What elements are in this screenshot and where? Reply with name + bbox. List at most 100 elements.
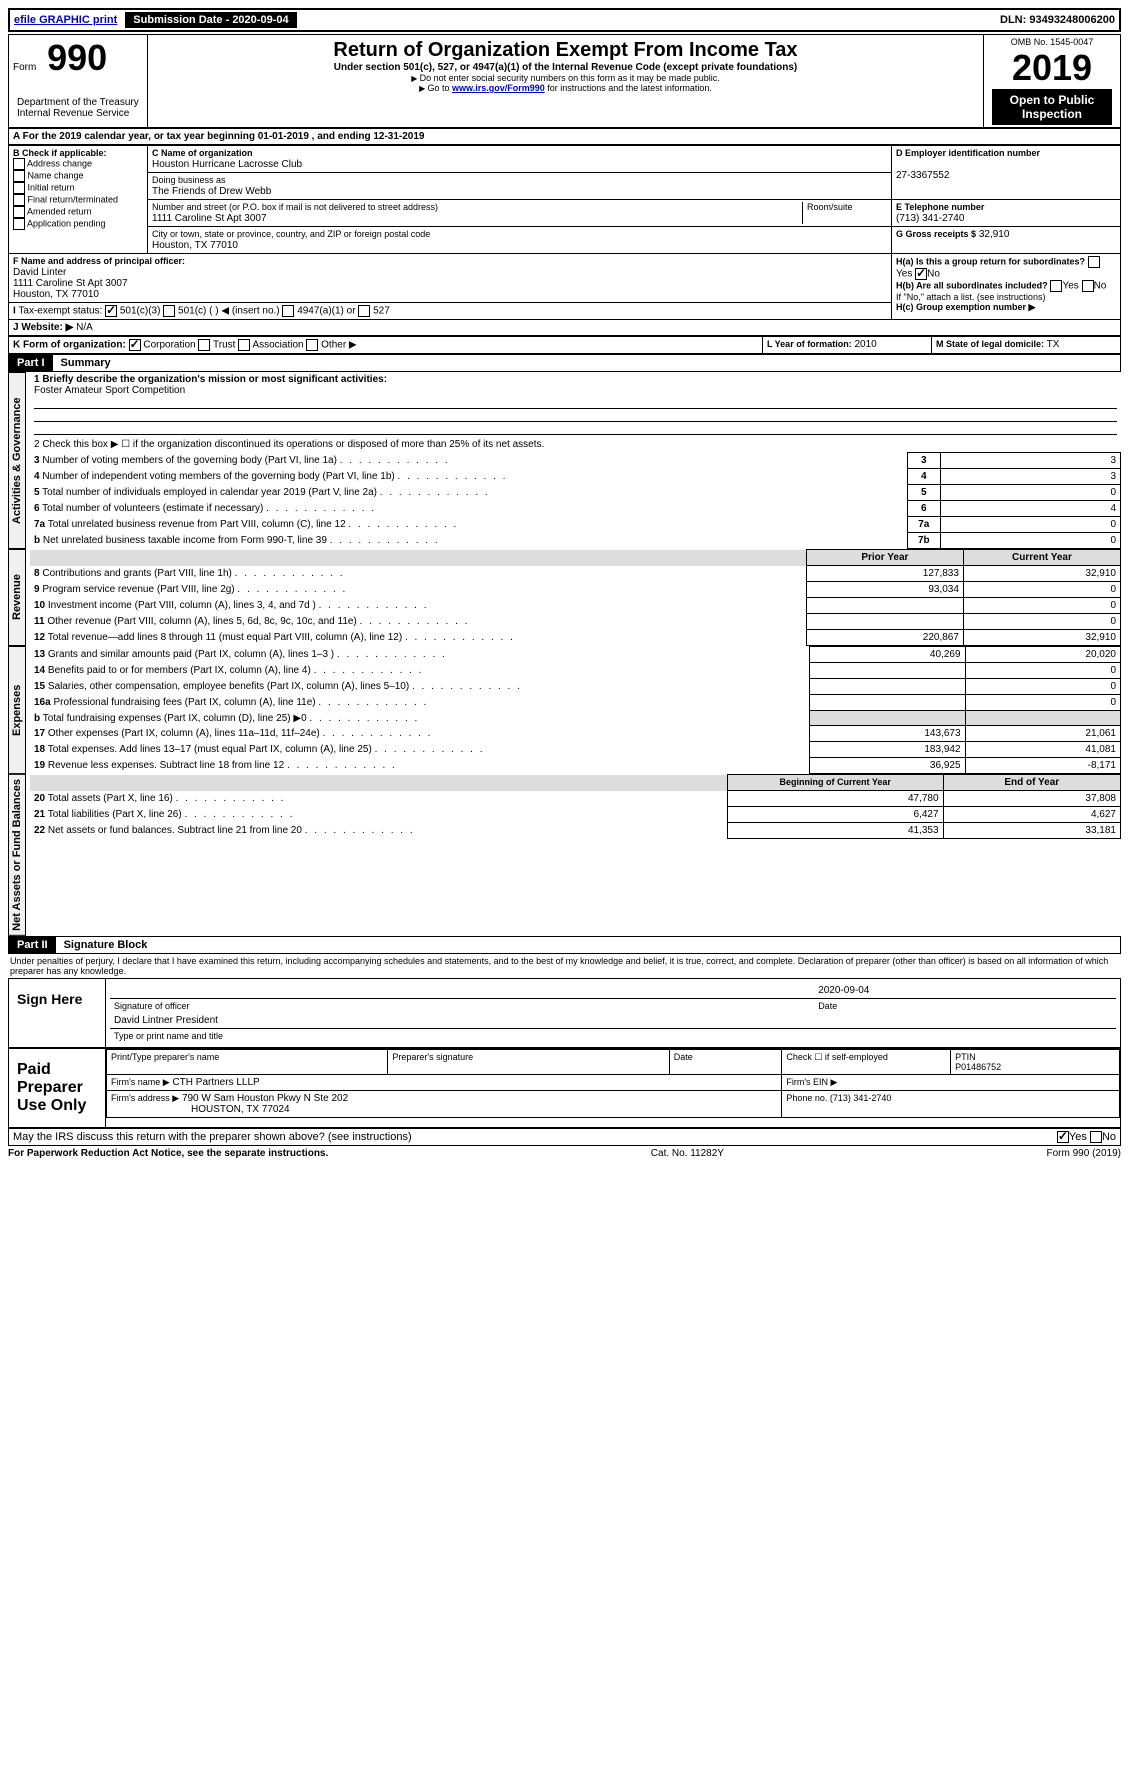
vert-net: Net Assets or Fund Balances xyxy=(8,774,26,936)
officer-addr: 1111 Caroline St Apt 3007 xyxy=(13,278,128,289)
boxb-check[interactable] xyxy=(13,158,25,170)
dba: The Friends of Drew Webb xyxy=(152,186,271,197)
officer-city: Houston, TX 77010 xyxy=(13,289,99,300)
note-ssn: Do not enter social security numbers on … xyxy=(152,73,979,83)
current-value: -8,171 xyxy=(965,758,1120,774)
gross-receipts: 32,910 xyxy=(979,229,1010,240)
c-label: C Name of organization xyxy=(152,148,253,158)
ha-yes[interactable] xyxy=(1088,256,1100,268)
sig-label: Signature of officer xyxy=(110,998,814,1013)
prior-value: 183,942 xyxy=(810,742,965,758)
firm-name-label: Firm's name ▶ xyxy=(111,1077,170,1087)
boxb-check[interactable] xyxy=(13,206,25,218)
inspection: Open to Public Inspection xyxy=(992,89,1112,125)
m-label: M State of legal domicile: xyxy=(936,339,1044,349)
hb-label: H(b) Are all subordinates included? xyxy=(896,281,1048,291)
ptin: P01486752 xyxy=(955,1062,1001,1072)
d-label: D Employer identification number xyxy=(896,148,1040,158)
boxb-check[interactable] xyxy=(13,182,25,194)
k-corp[interactable] xyxy=(129,339,141,351)
officer-name: David Linter xyxy=(13,267,66,278)
line-value: 0 xyxy=(940,485,1120,501)
line2: 2 Check this box ▶ ☐ if the organization… xyxy=(30,437,1121,453)
street: 1111 Caroline St Apt 3007 xyxy=(152,213,267,224)
footer: For Paperwork Reduction Act Notice, see … xyxy=(8,1146,1121,1161)
prior-value: 47,780 xyxy=(727,791,943,807)
i-label: Tax-exempt status: xyxy=(18,306,102,317)
prep-phone: (713) 341-2740 xyxy=(830,1093,892,1103)
line-box: 3 xyxy=(907,453,940,469)
sign-here-label: Sign Here xyxy=(9,979,106,1047)
line-box: 6 xyxy=(907,501,940,517)
firm-addr-label: Firm's address ▶ xyxy=(111,1093,179,1103)
hb-yes[interactable] xyxy=(1050,280,1062,292)
current-value: 4,627 xyxy=(943,807,1120,823)
i-527[interactable] xyxy=(358,305,370,317)
part2-header: Part II Signature Block xyxy=(8,936,1121,954)
org-name: Houston Hurricane Lacrosse Club xyxy=(152,159,302,170)
addr-label: Number and street (or P.O. box if mail i… xyxy=(152,202,438,212)
prep-sig-label: Preparer's signature xyxy=(388,1049,669,1074)
prior-value: 6,427 xyxy=(727,807,943,823)
prior-value: 93,034 xyxy=(806,582,963,598)
prior-value xyxy=(810,695,965,711)
current-value: 0 xyxy=(965,679,1120,695)
current-value: 20,020 xyxy=(965,647,1120,663)
part1-header: Part I Summary xyxy=(8,354,1121,372)
l-label: L Year of formation: xyxy=(767,339,852,349)
dept: Department of the Treasury Internal Reve… xyxy=(13,95,143,121)
current-value: 0 xyxy=(963,614,1120,630)
vert-rev: Revenue xyxy=(8,549,26,646)
j-label: Website: ▶ xyxy=(21,322,73,333)
boxb-check[interactable] xyxy=(13,218,25,230)
ha-no[interactable] xyxy=(915,268,927,280)
discuss-no[interactable] xyxy=(1090,1131,1102,1143)
prior-value xyxy=(810,663,965,679)
room-label: Room/suite xyxy=(807,202,853,212)
h-note: If "No," attach a list. (see instruction… xyxy=(896,292,1116,302)
f-label: F Name and address of principal officer: xyxy=(13,256,185,266)
current-value: 0 xyxy=(965,663,1120,679)
dba-label: Doing business as xyxy=(152,175,226,185)
phone: (713) 341-2740 xyxy=(896,213,964,224)
current-value: 21,061 xyxy=(965,726,1120,742)
city-label: City or town, state or province, country… xyxy=(152,229,430,239)
prior-value: 41,353 xyxy=(727,823,943,839)
line-value: 4 xyxy=(940,501,1120,517)
current-value: 0 xyxy=(963,582,1120,598)
k-assoc[interactable] xyxy=(238,339,250,351)
tax-year: 2019 xyxy=(992,47,1112,89)
current-value: 32,910 xyxy=(963,566,1120,582)
discuss-yes[interactable] xyxy=(1057,1131,1069,1143)
k-other[interactable] xyxy=(306,339,318,351)
prep-date-label: Date xyxy=(669,1049,782,1074)
form-subtitle: Under section 501(c), 527, or 4947(a)(1)… xyxy=(152,62,979,73)
prior-value: 36,925 xyxy=(810,758,965,774)
form-title: Return of Organization Exempt From Incom… xyxy=(152,39,979,62)
sig-date: 2020-09-04 xyxy=(814,983,1116,999)
year-formation: 2010 xyxy=(854,339,876,350)
hb-no[interactable] xyxy=(1082,280,1094,292)
line-box: 4 xyxy=(907,469,940,485)
current-value: 41,081 xyxy=(965,742,1120,758)
prior-value: 220,867 xyxy=(806,630,963,646)
name-label: Type or print name and title xyxy=(110,1028,1116,1043)
line-value: 3 xyxy=(940,453,1120,469)
efile-link[interactable]: efile GRAPHIC print xyxy=(14,14,117,26)
irs-link[interactable]: www.irs.gov/Form990 xyxy=(452,83,545,93)
i-501c3[interactable] xyxy=(105,305,117,317)
prior-value: 143,673 xyxy=(810,726,965,742)
form-number: 990 xyxy=(39,33,115,82)
i-4947[interactable] xyxy=(282,305,294,317)
prior-value xyxy=(810,679,965,695)
boxb-check[interactable] xyxy=(13,194,25,206)
line-value: 0 xyxy=(940,533,1120,549)
ptin-label: PTIN xyxy=(955,1052,976,1062)
k-trust[interactable] xyxy=(198,339,210,351)
boxb-check[interactable] xyxy=(13,170,25,182)
i-501c[interactable] xyxy=(163,305,175,317)
k-label: K Form of organization: xyxy=(13,340,126,351)
discuss-row: May the IRS discuss this return with the… xyxy=(8,1128,1121,1146)
prior-value xyxy=(806,614,963,630)
col-end: End of Year xyxy=(943,775,1120,791)
